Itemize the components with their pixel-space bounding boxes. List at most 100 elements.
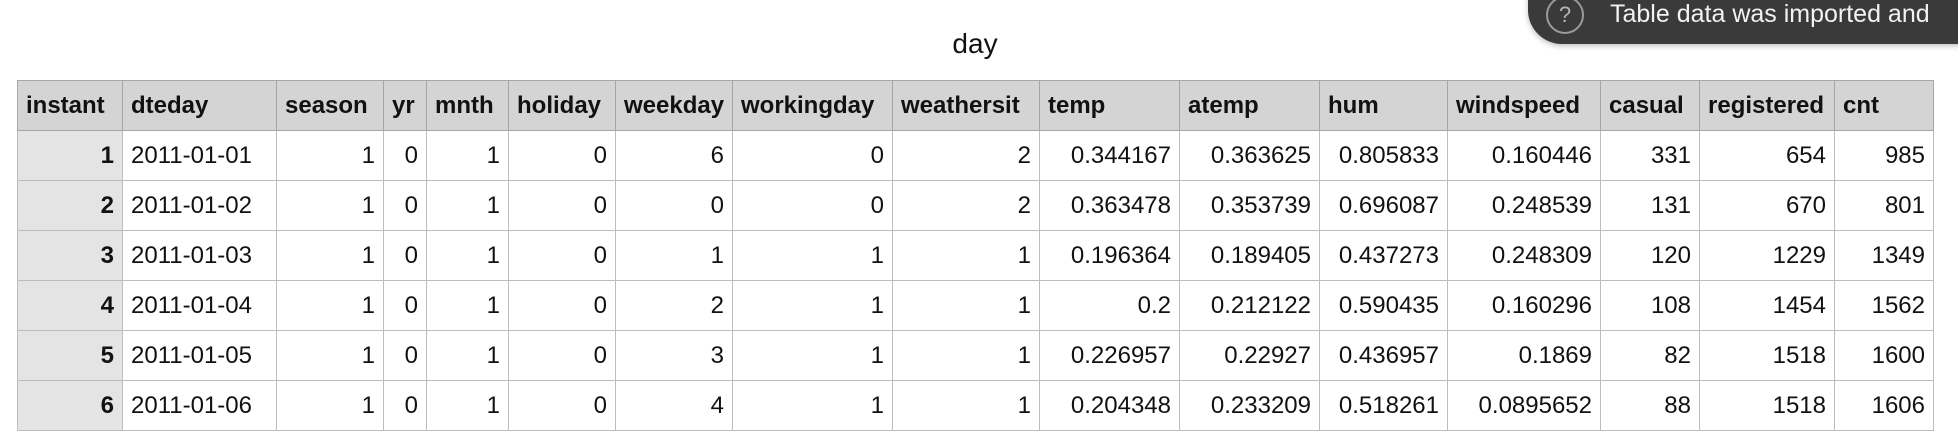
table-cell[interactable]: 0.437273 — [1319, 230, 1448, 281]
table-cell[interactable]: 0 — [732, 130, 893, 181]
table-cell[interactable]: 0 — [383, 280, 427, 331]
table-cell[interactable]: 0.196364 — [1039, 230, 1180, 281]
table-cell[interactable]: 331 — [1600, 130, 1700, 181]
table-cell[interactable]: 0 — [615, 180, 733, 231]
table-cell[interactable]: 1518 — [1699, 330, 1835, 381]
table-cell[interactable]: 0.212122 — [1179, 280, 1320, 331]
table-cell[interactable]: 1 — [892, 280, 1040, 331]
table-cell[interactable]: 0.226957 — [1039, 330, 1180, 381]
table-cell[interactable]: 0 — [508, 280, 616, 331]
table-cell[interactable]: 0 — [508, 380, 616, 431]
table-cell[interactable]: 1606 — [1834, 380, 1934, 431]
table-cell[interactable]: 5 — [17, 330, 123, 381]
column-header[interactable]: registered — [1699, 80, 1835, 131]
table-cell[interactable]: 0 — [383, 130, 427, 181]
table-cell[interactable]: 1 — [276, 180, 384, 231]
table-cell[interactable]: 1 — [426, 180, 509, 231]
question-icon[interactable]: ? — [1546, 0, 1584, 34]
table-cell[interactable]: 0.160296 — [1447, 280, 1601, 331]
column-header[interactable]: yr — [383, 80, 427, 131]
table-cell[interactable]: 0.0895652 — [1447, 380, 1601, 431]
table-cell[interactable]: 0.353739 — [1179, 180, 1320, 231]
table-cell[interactable]: 82 — [1600, 330, 1700, 381]
table-cell[interactable]: 1229 — [1699, 230, 1835, 281]
table-cell[interactable]: 1 — [276, 330, 384, 381]
table-cell[interactable]: 131 — [1600, 180, 1700, 231]
table-cell[interactable]: 0 — [383, 380, 427, 431]
table-cell[interactable]: 985 — [1834, 130, 1934, 181]
import-notification-toast[interactable]: ? Table data was imported and — [1528, 0, 1958, 44]
table-cell[interactable]: 88 — [1600, 380, 1700, 431]
table-cell[interactable]: 0.518261 — [1319, 380, 1448, 431]
table-cell[interactable]: 801 — [1834, 180, 1934, 231]
table-cell[interactable]: 2011-01-06 — [122, 380, 277, 431]
table-cell[interactable]: 1 — [615, 230, 733, 281]
column-header[interactable]: temp — [1039, 80, 1180, 131]
table-cell[interactable]: 1 — [732, 330, 893, 381]
column-header[interactable]: instant — [17, 80, 123, 131]
column-header[interactable]: weekday — [615, 80, 733, 131]
table-cell[interactable]: 2 — [615, 280, 733, 331]
table-cell[interactable]: 120 — [1600, 230, 1700, 281]
table-cell[interactable]: 1600 — [1834, 330, 1934, 381]
table-cell[interactable]: 1 — [276, 380, 384, 431]
table-cell[interactable]: 1 — [732, 280, 893, 331]
table-cell[interactable]: 0 — [508, 330, 616, 381]
table-cell[interactable]: 0 — [383, 230, 427, 281]
table-cell[interactable]: 0.189405 — [1179, 230, 1320, 281]
column-header[interactable]: mnth — [426, 80, 509, 131]
table-cell[interactable]: 1 — [426, 380, 509, 431]
table-cell[interactable]: 0.233209 — [1179, 380, 1320, 431]
table-cell[interactable]: 0.363478 — [1039, 180, 1180, 231]
table-cell[interactable]: 0 — [383, 180, 427, 231]
table-cell[interactable]: 0.590435 — [1319, 280, 1448, 331]
table-cell[interactable]: 6 — [615, 130, 733, 181]
table-cell[interactable]: 1 — [426, 280, 509, 331]
column-header[interactable]: casual — [1600, 80, 1700, 131]
column-header[interactable]: workingday — [732, 80, 893, 131]
table-cell[interactable]: 3 — [17, 230, 123, 281]
table-cell[interactable]: 2011-01-05 — [122, 330, 277, 381]
table-cell[interactable]: 1 — [276, 280, 384, 331]
table-cell[interactable]: 2011-01-04 — [122, 280, 277, 331]
table-cell[interactable]: 4 — [17, 280, 123, 331]
table-cell[interactable]: 670 — [1699, 180, 1835, 231]
table-cell[interactable]: 1454 — [1699, 280, 1835, 331]
column-header[interactable]: holiday — [508, 80, 616, 131]
table-cell[interactable]: 2011-01-02 — [122, 180, 277, 231]
table-cell[interactable]: 0.204348 — [1039, 380, 1180, 431]
table-cell[interactable]: 3 — [615, 330, 733, 381]
table-cell[interactable]: 1 — [426, 230, 509, 281]
table-cell[interactable]: 1 — [426, 330, 509, 381]
table-cell[interactable]: 2011-01-03 — [122, 230, 277, 281]
table-cell[interactable]: 2011-01-01 — [122, 130, 277, 181]
column-header[interactable]: cnt — [1834, 80, 1934, 131]
table-cell[interactable]: 0.436957 — [1319, 330, 1448, 381]
table-cell[interactable]: 0 — [508, 180, 616, 231]
table-cell[interactable]: 0.805833 — [1319, 130, 1448, 181]
table-cell[interactable]: 2 — [892, 130, 1040, 181]
table-cell[interactable]: 654 — [1699, 130, 1835, 181]
table-cell[interactable]: 0 — [732, 180, 893, 231]
table-cell[interactable]: 0.2 — [1039, 280, 1180, 331]
column-header[interactable]: hum — [1319, 80, 1448, 131]
table-cell[interactable]: 1 — [17, 130, 123, 181]
column-header[interactable]: weathersit — [892, 80, 1040, 131]
table-cell[interactable]: 108 — [1600, 280, 1700, 331]
column-header[interactable]: dteday — [122, 80, 277, 131]
table-cell[interactable]: 4 — [615, 380, 733, 431]
table-cell[interactable]: 1349 — [1834, 230, 1934, 281]
column-header[interactable]: windspeed — [1447, 80, 1601, 131]
table-cell[interactable]: 0.696087 — [1319, 180, 1448, 231]
table-cell[interactable]: 1 — [892, 230, 1040, 281]
table-cell[interactable]: 1 — [426, 130, 509, 181]
table-cell[interactable]: 1 — [276, 230, 384, 281]
table-cell[interactable]: 0.248539 — [1447, 180, 1601, 231]
table-cell[interactable]: 0 — [508, 230, 616, 281]
table-cell[interactable]: 6 — [17, 380, 123, 431]
table-cell[interactable]: 0.363625 — [1179, 130, 1320, 181]
table-cell[interactable]: 0.160446 — [1447, 130, 1601, 181]
table-cell[interactable]: 0 — [508, 130, 616, 181]
table-cell[interactable]: 1 — [732, 230, 893, 281]
table-cell[interactable]: 1 — [276, 130, 384, 181]
